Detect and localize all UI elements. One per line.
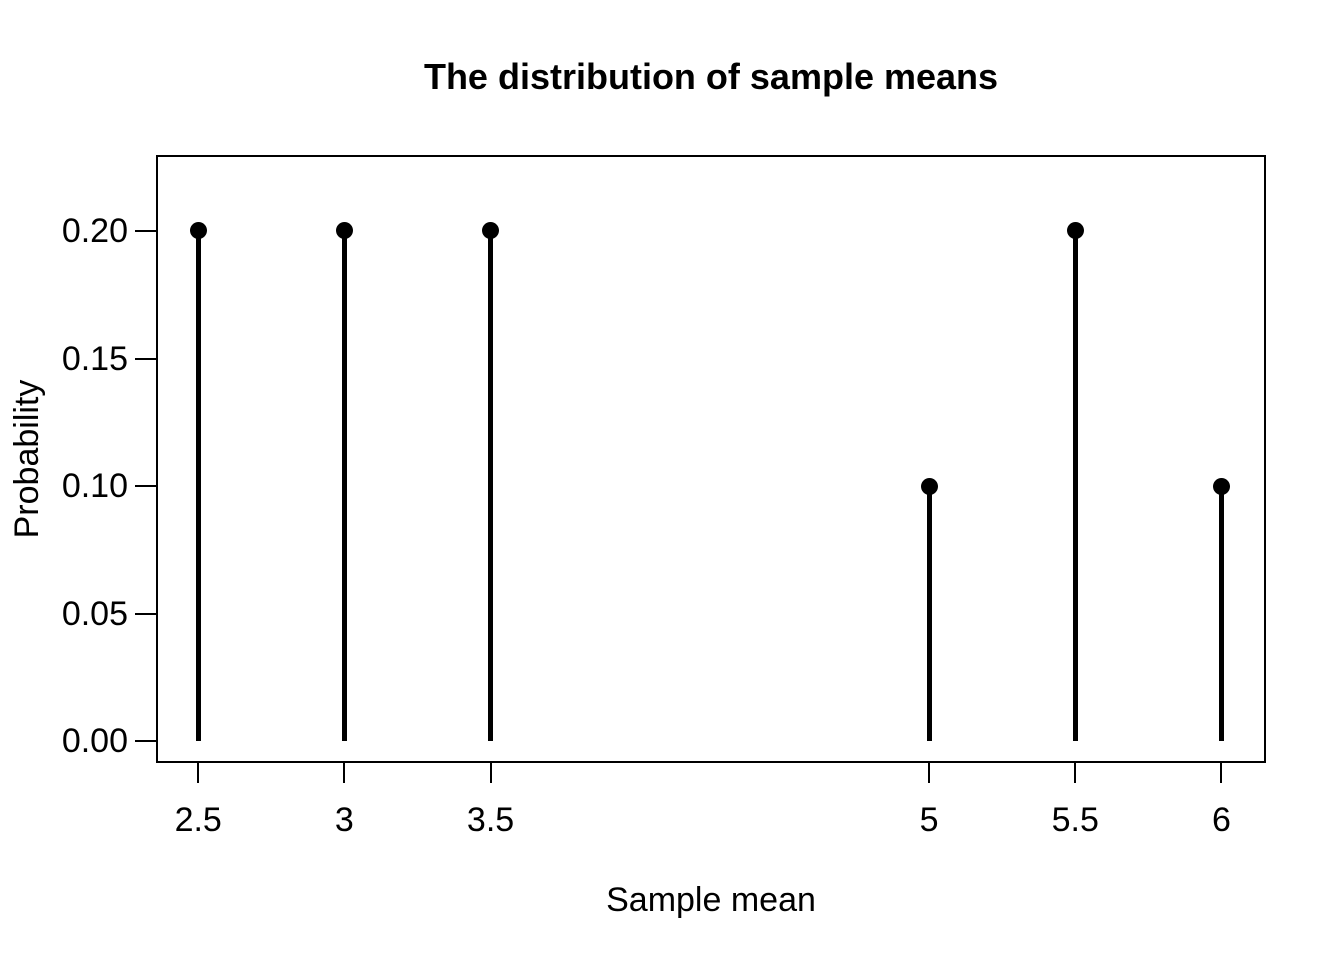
- y-tick-label: 0.05: [61, 594, 128, 633]
- x-tick-label: 6: [1211, 801, 1231, 839]
- x-axis-label: Sample mean: [606, 881, 816, 919]
- y-tick-mark: [135, 740, 157, 743]
- stem-line: [1218, 486, 1224, 742]
- y-tick-mark: [135, 612, 157, 615]
- data-point-dot: [920, 477, 938, 495]
- data-point-dot: [1066, 222, 1084, 240]
- plot-frame: [156, 155, 1266, 763]
- y-axis-label: Probability: [8, 379, 46, 539]
- data-point-dot: [189, 222, 207, 240]
- stem-line: [488, 230, 494, 742]
- stem-line: [926, 486, 932, 742]
- y-tick-label: 0.10: [61, 467, 128, 506]
- y-tick-label: 0.15: [61, 339, 128, 378]
- stem-line: [195, 230, 201, 742]
- stem-line: [1072, 230, 1078, 742]
- data-point-dot: [335, 222, 353, 240]
- x-tick-mark: [343, 763, 346, 783]
- y-tick-label: 0.00: [61, 722, 128, 761]
- y-tick-mark: [135, 485, 157, 488]
- x-tick-label: 3: [334, 801, 354, 839]
- x-tick-label: 5: [919, 801, 939, 839]
- x-tick-mark: [928, 763, 931, 783]
- data-point-dot: [1212, 477, 1230, 495]
- stem-line: [341, 230, 347, 742]
- x-tick-mark: [1074, 763, 1077, 783]
- x-tick-mark: [1220, 763, 1223, 783]
- y-tick-mark: [135, 357, 157, 360]
- y-tick-label: 0.20: [61, 211, 128, 250]
- chart-title: The distribution of sample means: [423, 56, 999, 97]
- x-tick-mark: [197, 763, 200, 783]
- x-tick-mark: [489, 763, 492, 783]
- x-tick-label: 2.5: [174, 801, 222, 839]
- y-tick-mark: [135, 229, 157, 232]
- data-point-dot: [482, 222, 500, 240]
- x-tick-label: 5.5: [1051, 801, 1099, 839]
- x-tick-label: 3.5: [466, 801, 515, 839]
